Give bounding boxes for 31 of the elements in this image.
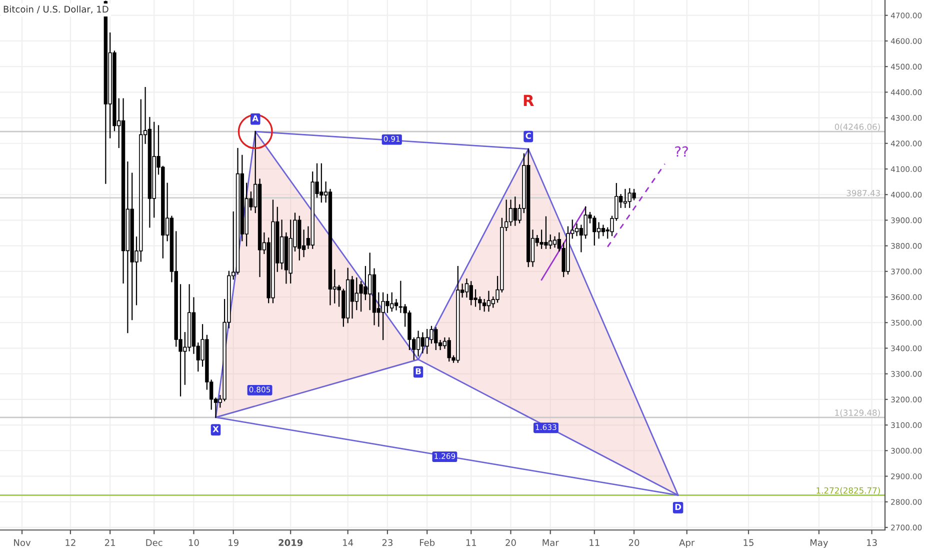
annotation: X	[212, 426, 219, 432]
ref-line-label: 3987.43	[846, 190, 880, 196]
x-tick-label: Feb	[420, 539, 435, 546]
x-tick-label: 14	[343, 539, 354, 546]
x-tick-label: 20	[506, 539, 516, 546]
annotation: R	[524, 94, 534, 106]
x-tick-label: Dec	[146, 539, 162, 546]
x-tick-label: 11	[466, 539, 476, 546]
x-tick-label: 19	[228, 539, 238, 546]
x-tick-label: 12	[66, 539, 76, 546]
x-tick-label: 11	[590, 539, 600, 546]
x-tick-label: 13	[867, 539, 877, 546]
x-tick-label: 15	[744, 539, 754, 546]
ref-line-label: 1.272(2825.77)	[816, 487, 880, 495]
x-tick-label: May	[810, 539, 828, 548]
x-tick-label: Mar	[542, 539, 559, 546]
ref-line-label: 1(3129.48)	[835, 409, 880, 417]
annotation: D	[675, 504, 682, 510]
ref-line-label: 0(4246.06)	[834, 124, 880, 131]
x-tick-label: 20	[628, 539, 640, 546]
x-tick-label: Apr	[679, 539, 695, 548]
annotation: C	[526, 132, 531, 139]
text: Bitcoin / U.S. Dollar, 1D	[4, 6, 108, 14]
annotation: A	[252, 115, 259, 122]
annotation: ??	[675, 146, 688, 157]
x-tick-label: 21	[104, 539, 115, 546]
x-tick-label: Nov	[14, 539, 31, 546]
annotation: B	[416, 368, 421, 374]
x-tick-label: 23	[382, 539, 392, 546]
x-tick-label: 10	[188, 539, 199, 546]
x-tick-label: 2019	[278, 539, 303, 546]
